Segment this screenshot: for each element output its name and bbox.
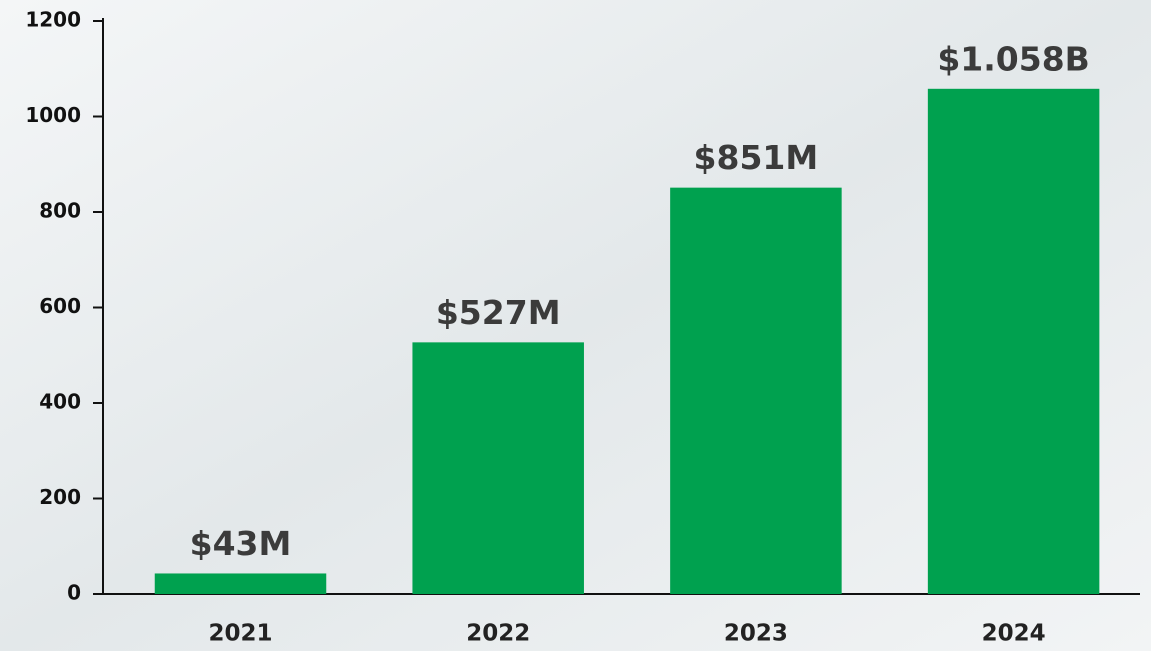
bar [670, 188, 842, 594]
y-tick-label: 1200 [25, 8, 81, 32]
y-tick-label: 1000 [25, 103, 81, 127]
value-label: $1.058B [937, 39, 1090, 78]
x-tick-label: 2021 [208, 621, 272, 647]
x-tick-label: 2024 [982, 621, 1046, 647]
value-label: $43M [190, 524, 292, 563]
bar [155, 573, 327, 594]
bar [928, 89, 1100, 594]
y-tick-label: 200 [39, 485, 81, 509]
chart: 0 200 400 600 800 1000 1200 2021 $43M 2022 $527M 20… [0, 0, 1151, 651]
y-tick-label: 0 [67, 581, 81, 605]
x-tick-label: 2023 [724, 621, 788, 647]
value-label: $851M [694, 138, 819, 177]
value-label: $527M [436, 293, 561, 332]
bar [412, 342, 584, 594]
y-tick-label: 600 [39, 294, 81, 318]
x-tick-label: 2022 [466, 621, 530, 647]
y-tick-label: 400 [39, 390, 81, 414]
y-tick-label: 800 [39, 199, 81, 223]
